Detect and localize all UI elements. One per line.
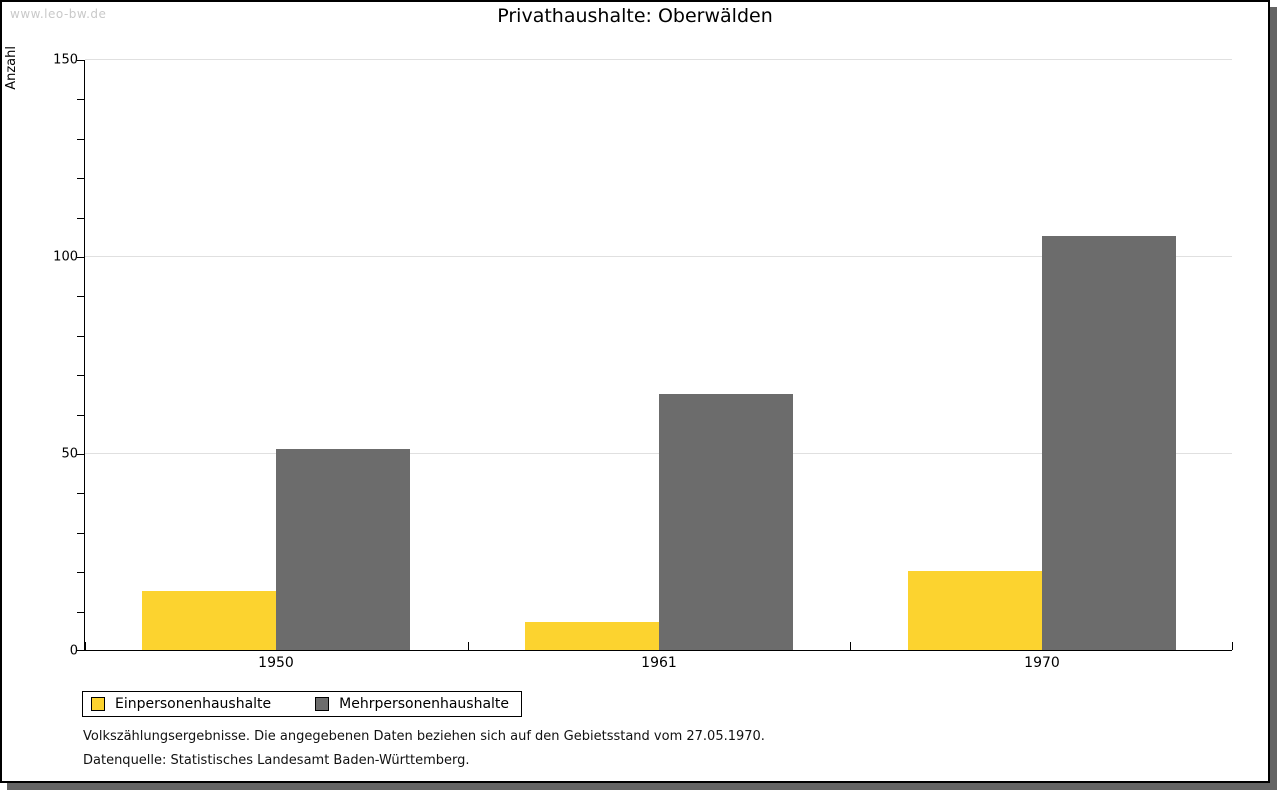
- legend-label: Mehrpersonenhaushalte: [339, 696, 510, 712]
- chart-title: Privathaushalte: Oberwälden: [497, 5, 773, 27]
- legend-label: Einpersonenhaushalte: [115, 696, 272, 712]
- y-axis-tick: [77, 572, 85, 574]
- legend: Einpersonenhaushalte Mehrpersonenhaushal…: [82, 691, 523, 717]
- gridline-y-50: [85, 453, 1232, 454]
- x-axis-tick-label-1950: 1950: [258, 655, 294, 671]
- y-axis-tick: [77, 178, 85, 180]
- y-axis-tick: [77, 60, 85, 61]
- x-axis-tick: [1232, 642, 1233, 650]
- y-axis-tick: [77, 493, 85, 495]
- y-axis-tick: [77, 532, 85, 534]
- bar-1970-einpersonenhaushalte: [908, 571, 1042, 650]
- y-axis-tick-label-150: 150: [53, 52, 78, 68]
- y-axis-tick: [77, 414, 85, 416]
- bar-1961-einpersonenhaushalte: [525, 622, 659, 650]
- legend-swatch-yellow: [91, 697, 105, 711]
- footnote-source-note: Volkszählungsergebnisse. Die angegebenen…: [83, 729, 765, 744]
- x-axis-tick: [85, 642, 86, 650]
- y-axis-tick-label-50: 50: [61, 446, 78, 462]
- x-axis-tick: [850, 642, 851, 650]
- y-axis-tick: [77, 99, 85, 101]
- y-axis-tick: [77, 611, 85, 613]
- legend-item-einpersonenhaushalte: Einpersonenhaushalte: [91, 696, 271, 712]
- y-axis-tick: [77, 650, 85, 651]
- legend-swatch-gray: [315, 697, 330, 711]
- bar-1970-mehrpersonenhaushalte: [1042, 236, 1176, 650]
- watermark: www.leo-bw.de: [10, 7, 107, 21]
- y-axis-tick: [77, 454, 85, 455]
- plot-area: 0 50 100 150 1950 1961 1970: [53, 53, 1233, 671]
- y-axis-title: Anzahl: [4, 46, 19, 90]
- bar-1950-mehrpersonenhaushalte: [276, 449, 410, 650]
- y-axis-tick: [77, 138, 85, 140]
- bar-1950-einpersonenhaushalte: [142, 591, 276, 650]
- y-axis-tick-label-100: 100: [53, 249, 78, 265]
- y-axis-tick: [77, 296, 85, 298]
- x-axis-tick: [468, 642, 469, 650]
- bar-1961-mehrpersonenhaushalte: [659, 394, 793, 650]
- y-axis-tick-label-0: 0: [69, 643, 78, 659]
- x-axis-tick-label-1970: 1970: [1024, 655, 1060, 671]
- y-axis-tick: [77, 335, 85, 337]
- y-axis-tick: [77, 217, 85, 219]
- y-axis-tick: [77, 375, 85, 377]
- x-axis-tick-label-1961: 1961: [641, 655, 677, 671]
- footnote-data-source: Datenquelle: Statistisches Landesamt Bad…: [83, 753, 470, 768]
- gridline-y-100: [85, 256, 1232, 257]
- y-axis-tick: [77, 257, 85, 258]
- legend-item-mehrpersonenhaushalte: Mehrpersonenhaushalte: [315, 696, 509, 712]
- gridline-y-150: [85, 59, 1232, 60]
